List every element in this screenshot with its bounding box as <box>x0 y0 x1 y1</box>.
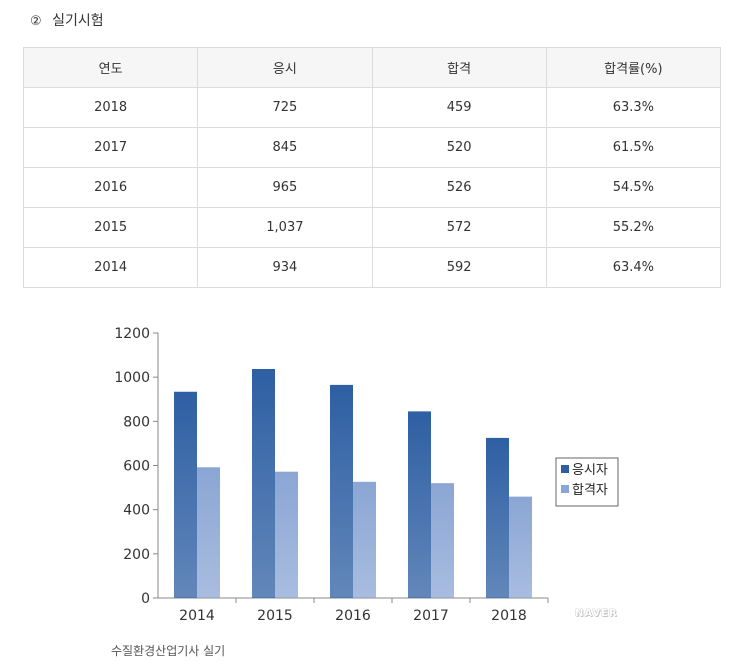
exam-stats-table: 연도 응시 합격 합격률(%) 2018 725 459 63.3% 2017 … <box>22 47 722 288</box>
column-header-passed: 합격 <box>371 47 547 88</box>
bar-passed <box>353 481 376 598</box>
table-row: 2014 934 592 63.4% <box>22 247 722 288</box>
table-header-row: 연도 응시 합격 합격률(%) <box>22 47 722 88</box>
section-heading: ② 실기시험 <box>30 10 104 30</box>
column-header-year: 연도 <box>22 47 199 88</box>
cell-year: 2018 <box>22 87 199 128</box>
bar-applicants <box>408 411 431 598</box>
column-header-pass-rate: 합격률(%) <box>545 47 722 88</box>
cell-year: 2015 <box>22 207 199 248</box>
y-tick-label: 1200 <box>114 326 150 342</box>
table-row: 2017 845 520 61.5% <box>22 127 722 168</box>
y-tick-label: 0 <box>141 591 150 607</box>
cell-applicants: 845 <box>197 127 373 168</box>
naver-watermark: NAVER <box>575 608 618 619</box>
cell-pass-rate: 63.4% <box>545 247 722 288</box>
bar-applicants <box>252 368 275 598</box>
y-tick-label: 600 <box>123 459 150 475</box>
y-tick-label: 200 <box>123 547 150 563</box>
cell-applicants: 725 <box>197 87 373 128</box>
cell-applicants: 934 <box>197 247 373 288</box>
cell-passed: 520 <box>371 127 547 168</box>
cell-pass-rate: 54.5% <box>545 167 722 208</box>
cell-applicants: 1,037 <box>197 207 373 248</box>
bar-passed <box>509 496 532 598</box>
cell-passed: 572 <box>371 207 547 248</box>
y-tick-label: 800 <box>123 414 150 430</box>
x-tick-label: 2018 <box>491 608 527 624</box>
table-row: 2018 725 459 63.3% <box>22 87 722 128</box>
chart-caption: 수질환경산업기사 실기 <box>111 644 226 658</box>
bar-passed <box>275 471 298 598</box>
bar-passed <box>197 467 220 598</box>
legend-swatch <box>561 465 569 473</box>
bar-applicants <box>330 384 353 598</box>
y-tick-label: 400 <box>123 503 150 519</box>
applicants-bar-chart: 0 200 400 600 800 1000 1200 2014 2015 2016 2017 201… <box>114 326 619 624</box>
cell-passed: 592 <box>371 247 547 288</box>
y-tick-label: 1000 <box>114 370 150 386</box>
cell-pass-rate: 61.5% <box>545 127 722 168</box>
cell-pass-rate: 63.3% <box>545 87 722 128</box>
cell-pass-rate: 55.2% <box>545 207 722 248</box>
bar-applicants <box>174 391 197 598</box>
section-number: ② <box>30 14 42 29</box>
x-tick-label: 2014 <box>179 608 215 624</box>
cell-year: 2014 <box>22 247 199 288</box>
cell-applicants: 965 <box>197 167 373 208</box>
legend-label: 응시자 <box>572 463 608 478</box>
table-row: 2016 965 526 54.5% <box>22 167 722 208</box>
bar-passed <box>431 483 454 598</box>
section-title: 실기시험 <box>52 13 104 29</box>
x-tick-label: 2017 <box>413 608 449 624</box>
x-tick-label: 2015 <box>257 608 293 624</box>
cell-year: 2017 <box>22 127 199 168</box>
table-row: 2015 1,037 572 55.2% <box>22 207 722 248</box>
x-tick-label: 2016 <box>335 608 371 624</box>
cell-passed: 459 <box>371 87 547 128</box>
legend-box <box>555 457 619 507</box>
bar-applicants <box>486 437 509 598</box>
column-header-applicants: 응시 <box>197 47 373 88</box>
legend-swatch <box>561 485 569 493</box>
cell-year: 2016 <box>22 167 199 208</box>
cell-passed: 526 <box>371 167 547 208</box>
legend-label: 합격자 <box>572 483 608 498</box>
